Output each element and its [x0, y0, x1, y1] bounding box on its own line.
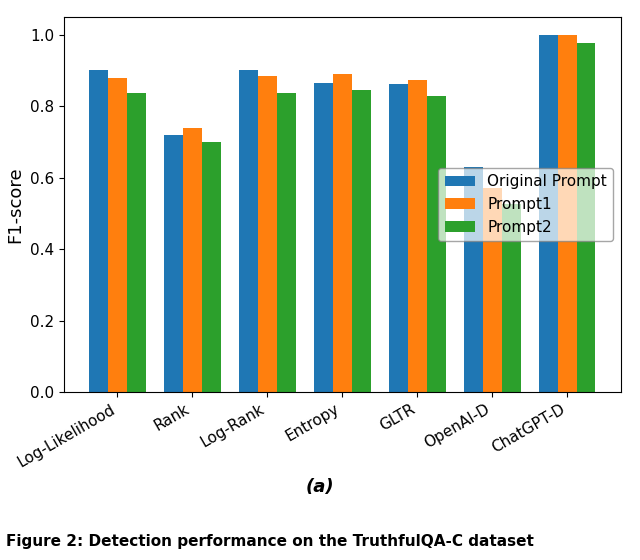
Bar [127, 92, 145, 392]
Bar [464, 167, 483, 392]
Bar [164, 135, 183, 392]
Y-axis label: F1-score: F1-score [6, 166, 24, 242]
Text: Figure 2: Detection performance on the TruthfulQA-C dataset: Figure 2: Detection performance on the T… [6, 534, 534, 549]
Bar [202, 142, 221, 392]
Bar [239, 71, 258, 392]
Bar [183, 128, 202, 392]
Text: (a): (a) [306, 478, 334, 496]
Bar [427, 96, 445, 392]
Bar [483, 188, 502, 392]
Bar [502, 204, 520, 392]
Bar [258, 76, 276, 392]
Bar [352, 90, 371, 392]
Bar [540, 35, 558, 392]
Bar [333, 74, 352, 392]
Bar [389, 84, 408, 392]
Legend: Original Prompt, Prompt1, Prompt2: Original Prompt, Prompt1, Prompt2 [438, 168, 613, 241]
Bar [408, 81, 427, 392]
Bar [276, 92, 296, 392]
Bar [577, 43, 595, 392]
Bar [314, 83, 333, 392]
Bar [108, 78, 127, 392]
Bar [90, 71, 108, 392]
Bar [558, 35, 577, 392]
